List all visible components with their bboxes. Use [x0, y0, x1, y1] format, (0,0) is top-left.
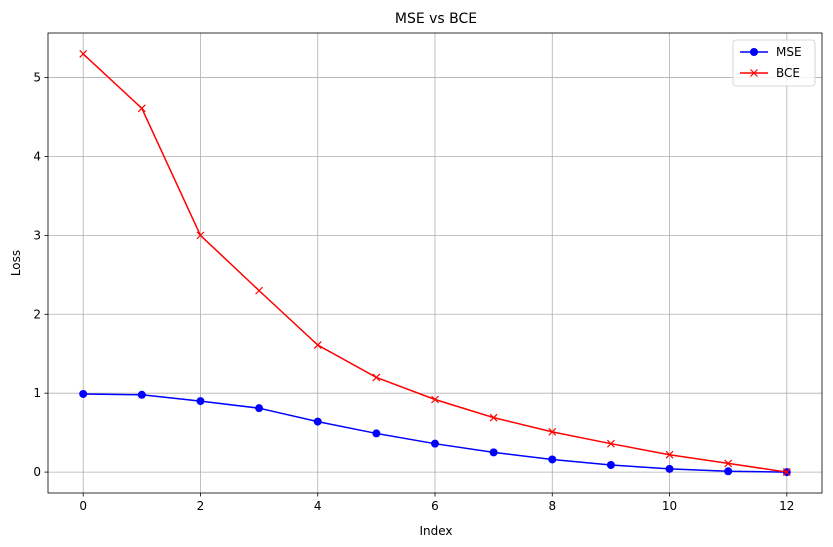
x-marker-stroke [313, 341, 322, 349]
x-marker-stroke [665, 450, 674, 459]
data-point-bce [79, 49, 88, 58]
data-point-bce [724, 459, 733, 468]
chart-title: MSE vs BCE [395, 11, 477, 27]
y-tick-label: 5 [33, 71, 41, 85]
data-point-bce [313, 341, 322, 349]
x-tick-label: 2 [197, 499, 205, 513]
x-marker-stroke [196, 231, 205, 240]
x-marker-stroke [606, 439, 615, 448]
x-tick-label: 4 [314, 499, 322, 513]
x-marker-stroke [431, 395, 439, 404]
data-point-bce [255, 286, 264, 295]
y-tick-label: 1 [33, 386, 41, 400]
data-point-bce [431, 395, 439, 404]
x-marker-stroke [750, 69, 758, 77]
data-point-bce [489, 413, 498, 422]
data-point-mse [724, 467, 733, 476]
x-tick-label: 12 [779, 499, 794, 513]
x-marker-stroke [548, 427, 557, 436]
x-marker-stroke [372, 373, 381, 382]
x-marker-stroke [782, 468, 791, 477]
data-point-mse [431, 439, 439, 448]
data-point-mse [372, 429, 381, 438]
x-tick-label: 8 [548, 499, 556, 513]
legend-label-bce: BCE [776, 66, 800, 80]
data-point-mse [79, 389, 88, 398]
data-point-bce [782, 468, 791, 477]
y-axis-label: Loss [9, 250, 23, 276]
y-tick-label: 2 [33, 307, 41, 321]
x-marker-stroke [79, 49, 88, 58]
data-point-mse [606, 460, 615, 469]
data-point-mse [313, 417, 322, 426]
legend: MSE BCE [732, 39, 816, 87]
axes-frame [47, 32, 823, 494]
y-tick-label: 3 [33, 228, 41, 242]
x-marker-stroke [489, 413, 498, 422]
data-point-mse [196, 397, 205, 406]
data-point-bce [606, 439, 615, 448]
data-point-mse [137, 390, 146, 399]
data-point-bce [196, 231, 205, 240]
legend-box [732, 39, 816, 87]
x-axis-label: Index [419, 524, 452, 538]
data-point-mse [548, 455, 557, 464]
data-point-mse [489, 448, 498, 457]
x-marker-stroke [137, 104, 146, 113]
legend-marker-mse [750, 48, 758, 56]
data-point-mse [665, 464, 674, 473]
data-point-bce [548, 427, 557, 436]
data-point-mse [255, 404, 264, 413]
data-point-bce [137, 104, 146, 113]
legend-label-mse: MSE [776, 45, 802, 59]
x-tick-label: 6 [431, 499, 439, 513]
x-marker-stroke [255, 286, 264, 295]
data-point-bce [665, 450, 674, 459]
x-marker-stroke [724, 459, 733, 468]
x-tick-label: 10 [662, 499, 677, 513]
y-tick-label: 4 [33, 149, 41, 163]
x-tick-label: 0 [79, 499, 87, 513]
data-point-bce [372, 373, 381, 382]
legend-marker-bce [750, 69, 758, 77]
y-tick-label: 0 [33, 465, 41, 479]
